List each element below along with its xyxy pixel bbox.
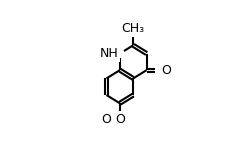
Text: NH: NH [100, 47, 118, 60]
Text: CH₃: CH₃ [122, 22, 145, 35]
Text: O: O [115, 113, 125, 126]
Text: O: O [102, 113, 112, 126]
Text: O: O [162, 64, 172, 77]
